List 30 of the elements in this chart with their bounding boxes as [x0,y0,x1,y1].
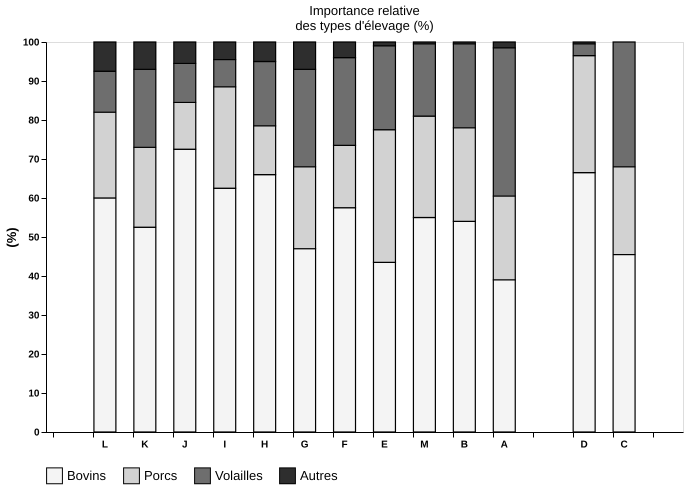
x-tick-label: G [300,440,309,450]
legend-label: Volailles [215,468,264,483]
legend-label: Porcs [144,468,178,483]
y-tick-label: 0 [34,428,40,438]
y-tick-label: 20 [28,350,40,360]
x-tick-label: C [620,440,628,450]
y-tick-label: 70 [28,154,40,166]
x-tick-label: I [223,440,226,450]
y-tick-label: 30 [28,310,40,322]
x-tick-label: A [500,440,508,450]
y-tick-label: 100 [22,38,40,48]
legend-label: Bovins [67,468,107,483]
x-tick-label: M [420,440,429,450]
x-tick-label: L [102,440,108,450]
x-tick-label: J [182,440,188,450]
y-tick-label: 50 [28,232,40,244]
legend-label: Autres [300,468,338,483]
y-axis-title: (%) [4,227,19,248]
chart-title: Importance relative des types d'élevage (%) [295,3,434,33]
x-tick-label: B [460,440,468,450]
x-tick-label: F [341,440,348,450]
y-tick-label: 90 [28,76,40,88]
x-tick-label: D [580,440,588,450]
x-tick-label: K [141,440,150,450]
y-tick-label: 40 [28,272,40,282]
x-tick-label: E [381,440,388,450]
y-tick-label: 80 [28,116,40,126]
x-tick-label: H [261,440,268,450]
y-tick-label: 10 [28,388,40,400]
y-tick-label: 60 [28,194,40,204]
